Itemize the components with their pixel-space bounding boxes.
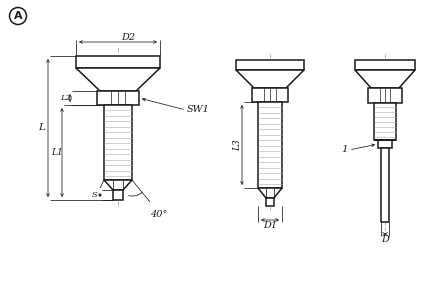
Polygon shape [236,70,304,88]
Bar [76,56,160,68]
Bar [381,148,389,222]
Bar [113,190,123,200]
Text: S: S [92,191,98,199]
Bar [97,91,139,105]
Text: A: A [14,11,22,21]
Text: L3: L3 [234,139,242,151]
Text: 40°: 40° [150,210,167,219]
Bar [374,103,396,140]
Bar [236,60,304,70]
Text: 1: 1 [341,145,348,154]
Text: D2: D2 [121,33,135,43]
Text: D: D [381,236,389,245]
Bar [258,102,282,188]
Bar [355,60,415,70]
Polygon shape [355,70,415,88]
Bar [266,198,274,206]
Polygon shape [76,68,160,91]
Text: L: L [38,124,45,132]
Text: SW1: SW1 [187,105,210,115]
Text: L2: L2 [61,94,72,102]
Bar [104,105,132,180]
Polygon shape [104,180,132,190]
Text: L1: L1 [51,148,63,157]
Polygon shape [258,188,282,198]
Bar [368,88,402,103]
Bar [252,88,288,102]
Bar [378,140,392,148]
Text: D1: D1 [263,221,277,230]
